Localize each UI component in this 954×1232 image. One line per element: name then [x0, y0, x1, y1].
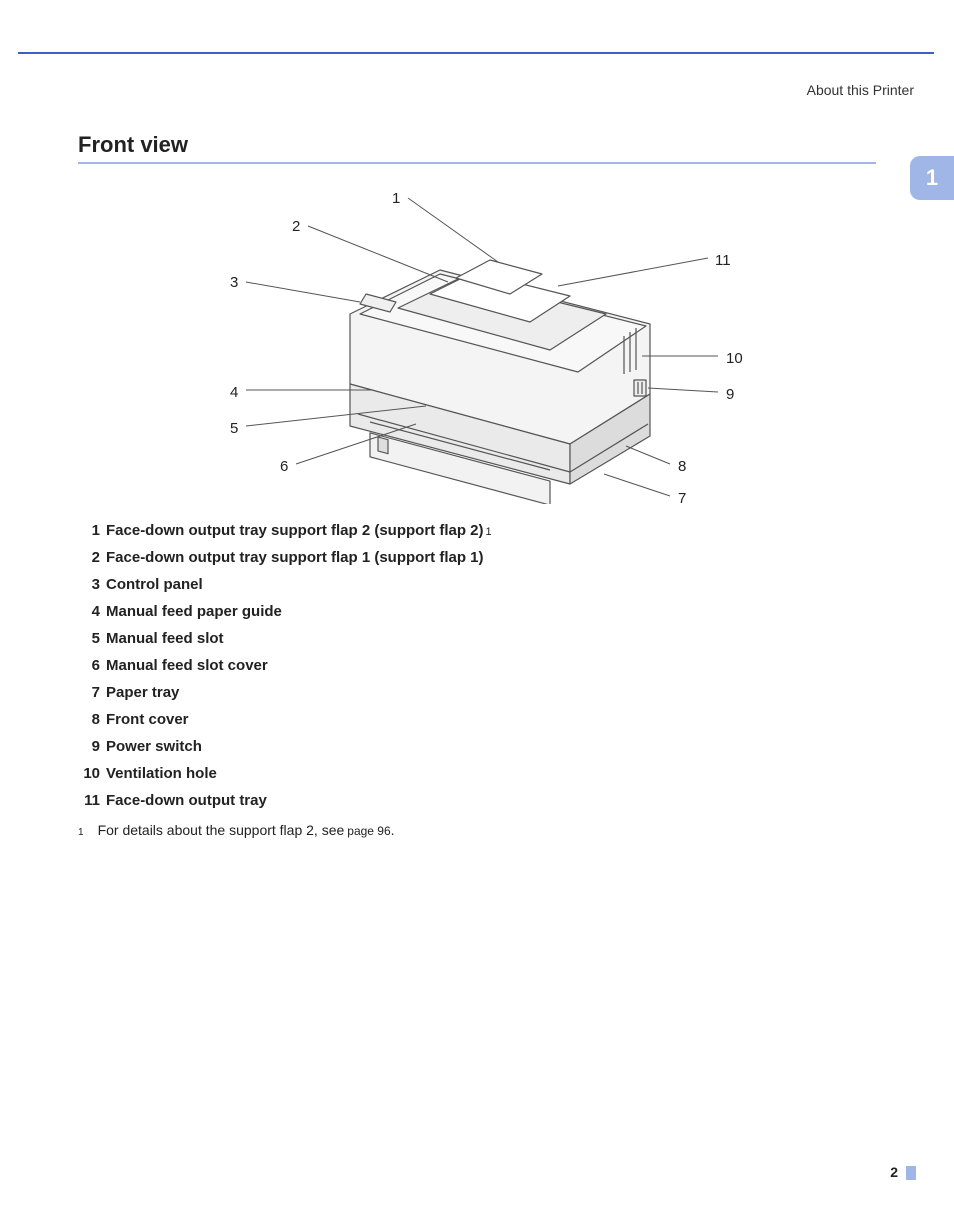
page-accent	[906, 1166, 916, 1180]
leader-line	[604, 474, 670, 496]
section-tab-number: 1	[926, 165, 938, 191]
parts-row: 10 Ventilation hole	[78, 765, 878, 782]
parts-number: 3	[78, 576, 100, 593]
parts-row: 1Face-down output tray support flap 2 (s…	[78, 522, 878, 539]
leader-line	[408, 198, 498, 262]
parts-row: 5 Manual feed slot	[78, 630, 878, 647]
callout-4: 4	[230, 384, 238, 401]
parts-label: Face-down output tray support flap 2 (su…	[106, 522, 484, 539]
parts-label: Front cover	[106, 711, 189, 728]
parts-list: 1Face-down output tray support flap 2 (s…	[78, 522, 878, 819]
footnote-text: For details about the support flap 2, se…	[98, 822, 345, 838]
parts-number: 10	[78, 765, 100, 782]
callout-6: 6	[280, 458, 288, 475]
parts-label: Face-down output tray support flap 1 (su…	[106, 549, 484, 566]
callout-3: 3	[230, 274, 238, 291]
leader-line	[246, 282, 360, 302]
callout-8: 8	[678, 458, 686, 475]
parts-label: Manual feed paper guide	[106, 603, 282, 620]
parts-number: 9	[78, 738, 100, 755]
callout-9: 9	[726, 386, 734, 403]
parts-label: Paper tray	[106, 684, 179, 701]
callout-2: 2	[292, 218, 300, 235]
callout-1: 1	[392, 190, 400, 207]
footnote: 1 For details about the support flap 2, s…	[78, 822, 395, 838]
parts-number: 6	[78, 657, 100, 674]
parts-label: Manual feed slot	[106, 630, 224, 647]
callout-10: 10	[726, 350, 743, 367]
parts-label: Face-down output tray	[106, 792, 267, 809]
parts-row: 8 Front cover	[78, 711, 878, 728]
footnote-number: 1	[78, 827, 84, 838]
printer-svg	[210, 174, 750, 504]
leader-line	[308, 226, 448, 282]
header-section-label: About this Printer	[807, 82, 914, 98]
parts-number: 8	[78, 711, 100, 728]
parts-number: 11	[78, 792, 100, 809]
parts-row: 4 Manual feed paper guide	[78, 603, 878, 620]
callout-5: 5	[230, 420, 238, 437]
parts-number: 7	[78, 684, 100, 701]
superscript-ref: 1	[486, 526, 492, 538]
parts-number: 1	[78, 522, 100, 539]
section-tab: 1	[910, 156, 954, 200]
page-number: 2	[890, 1164, 898, 1180]
parts-label: Ventilation hole	[106, 765, 217, 782]
parts-number: 4	[78, 603, 100, 620]
parts-label: Power switch	[106, 738, 202, 755]
parts-number: 5	[78, 630, 100, 647]
parts-label: Manual feed slot cover	[106, 657, 268, 674]
footnote-suffix: .	[391, 822, 395, 838]
parts-row: 3 Control panel	[78, 576, 878, 593]
top-rule	[18, 52, 934, 54]
parts-label: Control panel	[106, 576, 203, 593]
parts-number: 2	[78, 549, 100, 566]
callout-11: 11	[715, 252, 731, 269]
leader-line	[558, 258, 708, 286]
section-title-rule	[78, 162, 876, 164]
parts-row: 2 Face-down output tray support flap 1 (s…	[78, 549, 878, 566]
leader-line	[648, 388, 718, 392]
parts-row: 11 Face-down output tray	[78, 792, 878, 809]
parts-row: 7 Paper tray	[78, 684, 878, 701]
parts-row: 9 Power switch	[78, 738, 878, 755]
section-title: Front view	[78, 132, 188, 158]
leader-line	[626, 446, 670, 464]
parts-row: 6 Manual feed slot cover	[78, 657, 878, 674]
printer-diagram: 1 2 3 4 5 6 7 8 9 10 11	[210, 174, 750, 504]
footnote-page-ref[interactable]: page 96	[347, 824, 390, 838]
callout-7: 7	[678, 490, 686, 507]
